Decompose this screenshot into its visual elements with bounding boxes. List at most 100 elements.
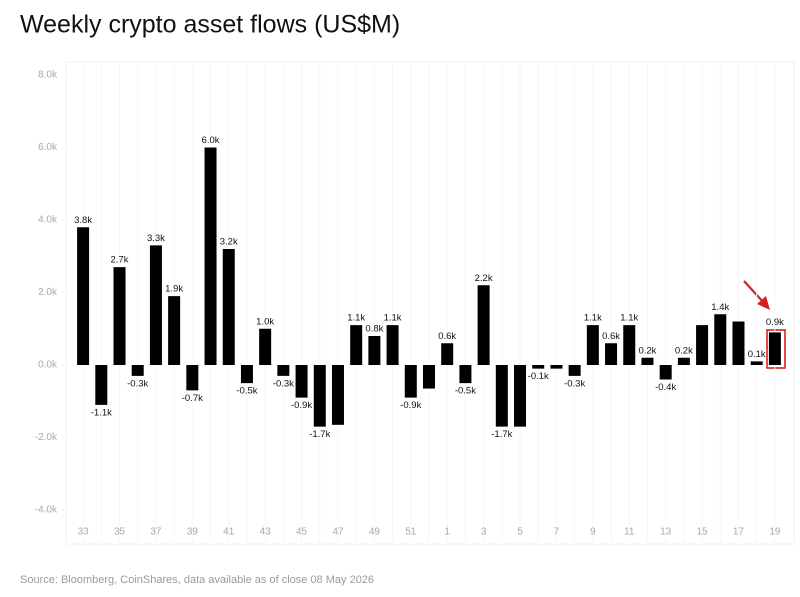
- bar: [222, 249, 235, 365]
- highlight-box: [766, 329, 786, 369]
- bar: [168, 296, 181, 365]
- bar: [677, 357, 690, 365]
- value-label: -0.7k: [182, 393, 203, 404]
- bar: [295, 365, 308, 398]
- bar: [605, 343, 618, 365]
- value-label: 2.2k: [475, 273, 493, 284]
- value-label: -1.7k: [309, 429, 330, 440]
- value-label: -0.1k: [528, 371, 549, 382]
- bar: [404, 365, 417, 398]
- x-tick-label: 9: [590, 527, 596, 538]
- bar: [259, 328, 272, 365]
- chart-title: Weekly crypto asset flows (US$M): [20, 11, 400, 39]
- x-tick-label: 11: [624, 527, 635, 538]
- bar: [113, 267, 126, 365]
- bar: [368, 336, 381, 365]
- y-tick-label: 8.0k: [38, 70, 58, 81]
- value-label: 1.1k: [384, 313, 402, 324]
- bar: [696, 325, 709, 365]
- x-tick-label: 5: [517, 527, 523, 538]
- value-label: 1.1k: [584, 313, 602, 324]
- x-tick-label: 3: [481, 527, 487, 538]
- value-label: 0.9k: [766, 317, 784, 328]
- x-tick-label: 51: [405, 527, 417, 538]
- bar: [568, 365, 581, 376]
- value-label: 2.7k: [111, 255, 129, 266]
- value-label: 3.2k: [220, 237, 238, 248]
- value-label: -0.9k: [291, 400, 312, 411]
- value-label: 1.9k: [165, 284, 183, 295]
- bar: [186, 365, 199, 391]
- value-label: 0.1k: [748, 349, 766, 360]
- bar: [532, 365, 545, 369]
- value-label: 1.1k: [620, 313, 638, 324]
- bar: [441, 343, 454, 365]
- value-label: 1.1k: [347, 313, 365, 324]
- y-tick-label: -4.0k: [35, 505, 58, 516]
- value-label: 0.2k: [638, 345, 656, 356]
- value-label: 0.2k: [675, 345, 693, 356]
- value-label: -0.3k: [564, 378, 585, 389]
- value-label: 3.8k: [74, 215, 92, 226]
- value-label: 1.0k: [256, 316, 274, 327]
- bar: [331, 365, 344, 425]
- source-note: Source: Bloomberg, CoinShares, data avai…: [20, 574, 374, 586]
- x-tick-label: 13: [660, 527, 672, 538]
- bar: [659, 365, 672, 380]
- x-tick-label: 43: [260, 527, 272, 538]
- bar: [95, 365, 108, 405]
- bar: [495, 365, 508, 427]
- value-label: 0.6k: [438, 331, 456, 342]
- x-tick-label: 1: [444, 527, 450, 538]
- bar: [386, 325, 399, 365]
- bar: [459, 365, 472, 384]
- value-label: 1.4k: [711, 302, 729, 313]
- value-label: -0.3k: [273, 378, 294, 389]
- highlight-arrowhead: [757, 296, 770, 310]
- value-label: -1.1k: [91, 407, 112, 418]
- bar: [586, 325, 599, 365]
- highlight-arrow: [743, 280, 765, 304]
- x-tick-label: 39: [187, 527, 199, 538]
- y-tick-label: 6.0k: [38, 142, 58, 153]
- x-tick-label: 35: [114, 527, 126, 538]
- value-label: -0.9k: [400, 400, 421, 411]
- bar: [768, 332, 781, 365]
- bar: [477, 285, 490, 365]
- value-label: 0.8k: [365, 324, 383, 335]
- value-label: -0.5k: [455, 386, 476, 397]
- y-tick-label: -2.0k: [35, 432, 58, 443]
- value-label: -0.5k: [236, 386, 257, 397]
- plot-frame: [65, 61, 795, 545]
- bar: [641, 357, 654, 365]
- bar: [623, 325, 636, 365]
- x-tick-label: 19: [769, 527, 781, 538]
- value-label: 0.6k: [602, 331, 620, 342]
- x-tick-label: 49: [369, 527, 381, 538]
- x-tick-label: 41: [223, 527, 235, 538]
- y-tick-label: 4.0k: [38, 215, 58, 226]
- bar: [423, 365, 435, 389]
- value-label: -1.7k: [491, 429, 512, 440]
- bar: [514, 365, 527, 427]
- x-tick-label: 37: [150, 527, 162, 538]
- value-label: 6.0k: [202, 135, 220, 146]
- x-tick-label: 17: [733, 527, 745, 538]
- x-tick-label: 45: [296, 527, 308, 538]
- y-tick-label: 2.0k: [38, 287, 58, 298]
- x-tick-label: 33: [78, 527, 90, 538]
- bar: [714, 314, 727, 365]
- bar: [313, 365, 326, 427]
- value-label: -0.4k: [655, 382, 676, 393]
- y-tick-label: 0.0k: [38, 360, 58, 371]
- bar: [350, 325, 363, 365]
- bar: [77, 227, 90, 365]
- x-tick-label: 47: [332, 527, 344, 538]
- bar: [550, 365, 563, 369]
- value-label: 3.3k: [147, 233, 165, 244]
- bar: [750, 361, 763, 365]
- bar: [240, 365, 253, 384]
- x-tick-label: 15: [697, 527, 709, 538]
- value-label: -0.3k: [127, 378, 148, 389]
